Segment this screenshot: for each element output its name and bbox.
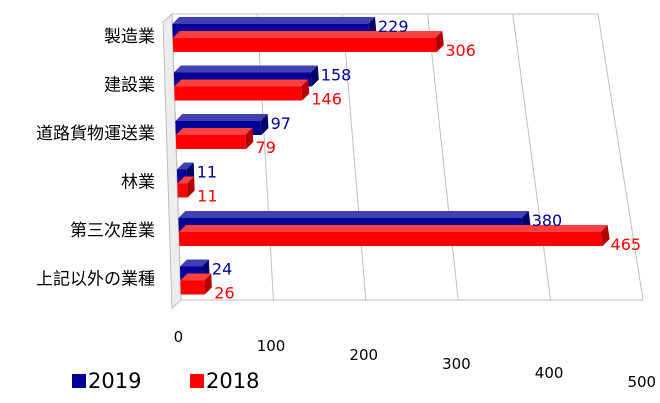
x-tick-label: 100 (257, 337, 286, 355)
bar-top-face (173, 65, 318, 73)
bar-end-face (204, 273, 212, 295)
grid-line (597, 13, 644, 301)
grid-line (171, 13, 182, 301)
plot-walls (162, 12, 182, 310)
data-label: 11 (197, 163, 217, 182)
data-label: 97 (271, 114, 291, 133)
bar-top-face (174, 79, 309, 87)
bars (172, 17, 610, 295)
grid-line (512, 13, 552, 301)
category-label: 上記以外の業種 (36, 270, 155, 290)
grid-line (341, 13, 367, 301)
x-tick-label: 0 (174, 328, 184, 346)
category-label: 道路貨物運送業 (36, 124, 155, 144)
bar-top-face (172, 31, 443, 38)
labels: 0 100 200 300 400 500 製造業 229 306 建設業 158 146 道路貨物運送… (36, 17, 656, 391)
x-tick-label: 300 (442, 355, 471, 373)
bar (180, 280, 205, 295)
data-label: 24 (212, 260, 232, 279)
bar-end-face (301, 79, 310, 101)
left-wall (162, 12, 182, 310)
bar-top-face (176, 162, 194, 170)
bar-end-face (245, 128, 254, 149)
legend-swatch (190, 374, 204, 388)
bar (174, 86, 303, 101)
grid-lines (171, 13, 644, 301)
category-label: 第三次産業 (70, 221, 155, 241)
bar-top-face (179, 259, 209, 267)
x-tick-label: 500 (627, 373, 656, 391)
legend-swatch (72, 374, 86, 388)
grid-line (427, 13, 459, 301)
category-label: 製造業 (104, 27, 155, 47)
bar (172, 38, 437, 52)
category-label: 建設業 (104, 76, 155, 96)
legend: 2019 2018 (72, 369, 259, 393)
bar-end-face (187, 176, 195, 198)
bar-end-face (600, 225, 610, 246)
data-label: 306 (445, 41, 476, 60)
data-label: 465 (611, 235, 642, 254)
bar-end-face (310, 65, 319, 87)
x-tick-label: 400 (535, 364, 564, 382)
category-label: 林業 (121, 173, 155, 193)
bar-top-face (180, 273, 212, 281)
data-label: 11 (197, 187, 217, 206)
bar-top-face (177, 176, 195, 184)
bar-top-face (178, 225, 608, 232)
bar (175, 135, 247, 149)
legend-label: 2019 (88, 369, 141, 393)
bar-end-face (260, 114, 269, 135)
data-label: 229 (378, 17, 409, 36)
x-tick-label: 200 (349, 346, 378, 364)
bar-top-face (175, 128, 253, 135)
data-label: 146 (311, 90, 342, 109)
data-label: 380 (532, 211, 563, 230)
bar-top-face (175, 114, 268, 121)
bar-end-face (435, 31, 444, 52)
bar-top-face (178, 211, 529, 218)
data-label: 26 (214, 284, 234, 303)
legend-label: 2018 (206, 369, 259, 393)
bar (177, 183, 188, 198)
bar (178, 232, 603, 246)
data-label: 158 (321, 66, 352, 85)
bar-top-face (172, 17, 375, 24)
grid-line (256, 13, 274, 301)
data-label: 79 (256, 138, 276, 157)
